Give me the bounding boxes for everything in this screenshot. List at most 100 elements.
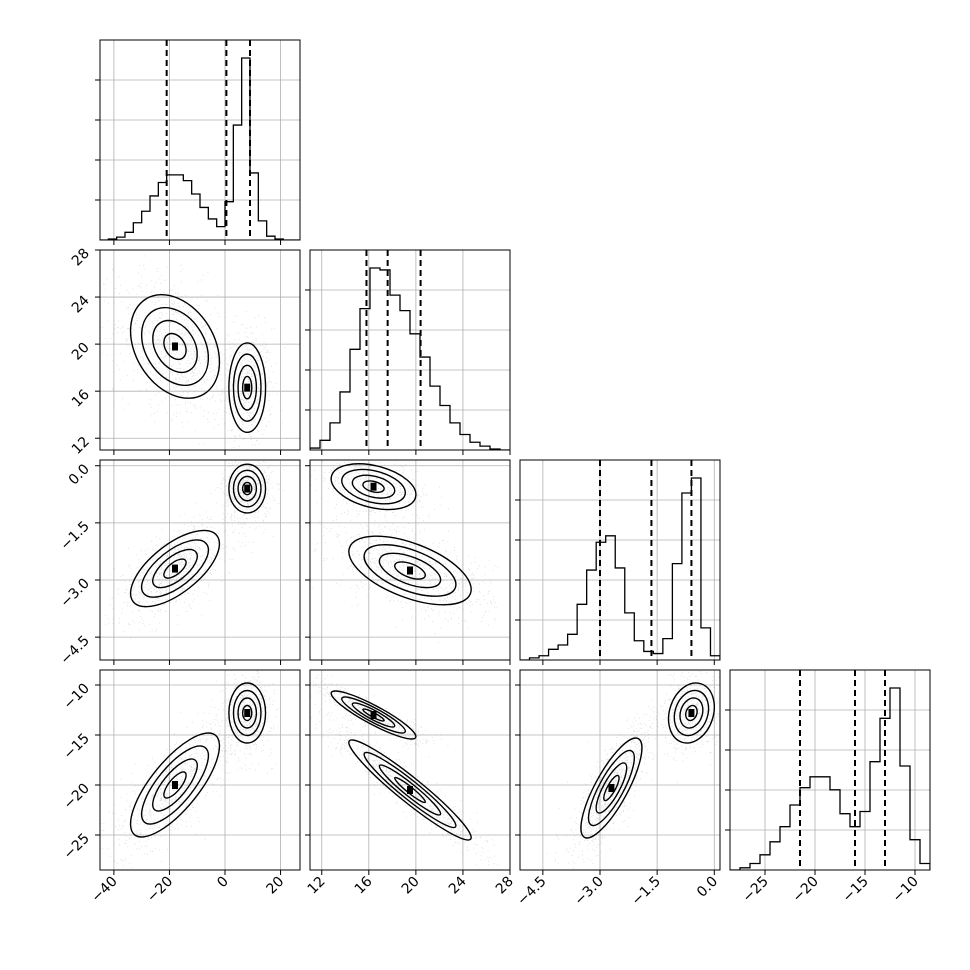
y-tick-label: −10 [61,681,93,713]
density-contour [394,561,426,580]
y-tick-label: 24 [69,293,93,317]
sample-points [100,250,286,448]
density-contour [595,762,628,814]
density-contour [363,751,457,829]
histogram-panel-3: −25 −20 −15 −10 [725,669,931,906]
panel-frame [99,459,301,661]
panel-frame [99,669,301,871]
x-tick-label: −25 [740,874,772,906]
y-tick-label: −20 [61,781,93,813]
density-contour [603,774,620,802]
histogram-steps [100,57,300,240]
panel-frame [519,459,721,661]
histogram-panel-0 [95,39,301,245]
x-tick-label: 0.0 [694,874,721,901]
density-contour [580,737,643,839]
density-contour [228,682,267,744]
density-peak [608,784,615,792]
histogram-panel-2 [515,459,721,665]
x-tick-label: 24 [446,873,470,897]
density-contour [129,732,221,838]
histogram-steps [310,267,510,450]
y-tick-label: −3.0 [57,576,92,611]
scatter-panel-1-3: 12 16 20 24 28 [305,669,517,898]
density-peak [370,711,377,719]
x-tick-label: 12 [305,874,329,898]
y-tick-label: −4.5 [57,633,92,668]
density-contour [237,697,258,729]
density-contour [363,544,457,597]
density-contour [667,682,715,744]
sample-cloud [310,460,510,643]
sample-cloud [100,460,285,639]
density-contour [140,745,210,825]
x-tick-label: 28 [493,874,517,898]
scatter-panel-2-3: −4.5 −3.0 −1.5 0.0 [514,669,721,909]
density-contour [152,758,198,812]
x-tick-label: 0 [214,874,232,892]
density-contour [241,704,253,722]
density-peak [244,709,251,717]
x-tick-label: −3.0 [571,874,606,909]
density-contour [228,463,267,514]
x-tick-label: −20 [144,874,176,906]
y-tick-label: 20 [69,340,93,364]
histogram-steps [730,687,930,870]
density-peak [407,786,413,794]
density-peak [370,482,377,491]
x-tick-label: 20 [399,874,423,898]
panel-frame [729,669,931,871]
density-contour [237,475,258,502]
panel-frame [309,669,511,871]
panel-frame [519,669,721,871]
density-contour [330,690,417,740]
density-contour [587,749,635,827]
x-tick-label: −10 [890,874,922,906]
density-contour [241,375,253,400]
density-peak [172,342,178,351]
density-contour [232,353,262,422]
density-contour [378,552,442,589]
density-peak [172,781,178,789]
x-tick-label: 16 [352,873,376,897]
density-contour [163,771,187,799]
density-contour [129,294,221,399]
y-tick-label: 12 [69,434,93,458]
density-contour [232,469,262,508]
density-contour [351,474,396,499]
x-tick-label: 20 [263,874,287,898]
density-contour [140,306,210,386]
density-peak [244,383,251,392]
density-contour [163,332,187,361]
density-contour [685,704,698,722]
density-contour [378,764,442,816]
sample-cloud [546,671,720,869]
density-contour [129,529,221,608]
density-contour [679,697,704,729]
density-peak [688,709,695,717]
y-tick-label: 28 [69,246,93,270]
density-contour [348,535,472,606]
density-contour [341,696,406,734]
y-tick-label: −1.5 [57,518,92,553]
density-contour [348,739,472,841]
density-contour [232,689,262,737]
y-tick-label: −25 [61,831,93,863]
sample-points [546,671,720,869]
sample-cloud [310,674,510,870]
density-peak [244,484,251,493]
sample-points [100,460,285,639]
sample-cloud [100,670,279,869]
density-contour [330,463,417,511]
panel-frame [99,39,301,241]
density-peak [172,564,178,573]
x-tick-label: −20 [790,874,822,906]
density-contour [152,319,198,374]
y-tick-label: 0.0 [66,461,93,488]
density-contour [237,364,258,411]
x-tick-label: −4.5 [514,874,549,909]
panel-frame [99,249,301,451]
x-tick-label: −1.5 [629,874,664,909]
density-contour [152,548,198,589]
